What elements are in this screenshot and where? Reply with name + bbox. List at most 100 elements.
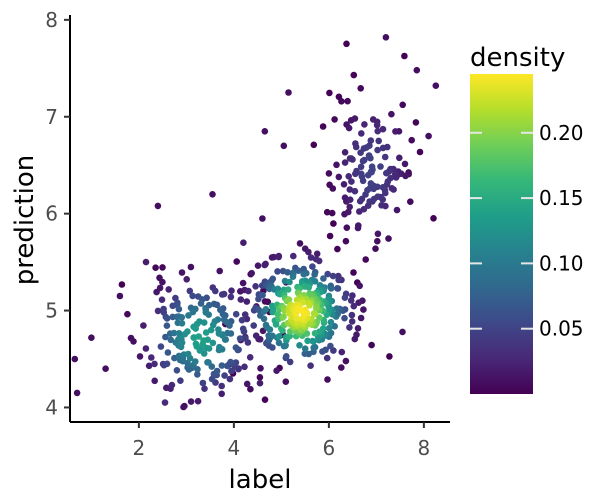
- data-point: [340, 181, 348, 188]
- data-point: [256, 374, 264, 381]
- data-point: [241, 311, 249, 318]
- data-point: [200, 337, 207, 344]
- axes-layer: [69, 15, 450, 423]
- data-point: [346, 186, 354, 193]
- data-point: [218, 291, 226, 298]
- data-point: [351, 187, 359, 195]
- data-point: [192, 340, 200, 348]
- data-point: [348, 178, 355, 185]
- data-point: [252, 283, 259, 290]
- data-point: [348, 311, 356, 319]
- data-point: [232, 310, 240, 318]
- x-tick-label: 8: [418, 436, 431, 460]
- data-point: [151, 377, 158, 385]
- data-point: [242, 335, 249, 342]
- data-point: [349, 156, 356, 163]
- data-point: [183, 276, 190, 283]
- data-point: [310, 310, 318, 317]
- data-point: [396, 154, 403, 162]
- data-point: [355, 299, 362, 307]
- data-point: [290, 252, 297, 260]
- data-point: [212, 287, 219, 295]
- data-point: [296, 342, 303, 349]
- data-point: [163, 315, 171, 322]
- data-point: [375, 137, 383, 145]
- data-point: [311, 330, 319, 337]
- data-point: [373, 121, 381, 129]
- data-point: [71, 355, 79, 363]
- data-point: [266, 326, 274, 333]
- data-point: [343, 40, 350, 48]
- data-point: [385, 235, 392, 242]
- data-point: [218, 390, 225, 398]
- data-point: [313, 250, 321, 258]
- data-point: [276, 333, 283, 340]
- data-point: [157, 343, 165, 350]
- data-point: [194, 371, 201, 378]
- data-point: [227, 293, 235, 301]
- legend-title: density: [470, 43, 565, 73]
- data-point: [286, 358, 294, 366]
- data-point: [161, 399, 169, 406]
- data-point: [356, 282, 364, 290]
- data-point: [181, 402, 188, 410]
- data-point: [319, 348, 326, 355]
- data-point: [209, 339, 217, 347]
- data-point: [362, 256, 370, 263]
- data-point: [344, 97, 351, 105]
- data-point: [254, 262, 262, 270]
- data-point: [341, 314, 348, 322]
- data-point: [186, 287, 194, 295]
- data-point: [298, 307, 305, 314]
- data-point: [309, 337, 316, 345]
- data-point: [154, 307, 162, 315]
- data-point: [353, 331, 360, 339]
- data-point: [345, 173, 353, 180]
- data-point: [224, 362, 231, 370]
- data-point: [347, 297, 355, 304]
- data-point: [282, 378, 290, 386]
- data-point: [232, 344, 240, 351]
- data-point: [401, 52, 408, 60]
- data-point: [399, 328, 406, 336]
- data-point: [259, 215, 266, 222]
- data-point: [401, 160, 409, 168]
- colorbar-tick-label: 0.05: [539, 317, 584, 341]
- colorbar-tick-label: 0.15: [539, 186, 584, 210]
- y-axis-title: prediction: [10, 155, 40, 285]
- y-tick-label: 4: [45, 395, 58, 419]
- data-point: [342, 357, 350, 365]
- data-point: [329, 185, 337, 192]
- data-point: [305, 248, 312, 256]
- data-point: [303, 330, 311, 337]
- colorbar-tick-label: 0.10: [539, 251, 584, 275]
- data-point: [130, 338, 137, 345]
- data-point: [215, 330, 223, 337]
- data-point: [167, 336, 175, 344]
- data-point: [158, 296, 166, 304]
- data-point: [359, 177, 367, 185]
- data-point: [233, 258, 240, 265]
- data-point: [408, 136, 416, 144]
- data-point: [309, 263, 316, 270]
- data-point: [345, 208, 352, 216]
- data-point: [243, 298, 251, 305]
- data-point: [367, 137, 375, 144]
- data-point: [377, 163, 384, 170]
- data-point: [192, 325, 199, 332]
- data-point: [283, 353, 290, 360]
- data-point: [270, 253, 278, 261]
- data-point: [341, 149, 349, 156]
- data-point: [315, 257, 323, 265]
- data-point: [255, 306, 262, 314]
- data-point: [319, 123, 327, 130]
- data-point: [284, 286, 292, 293]
- points-layer: [71, 34, 440, 411]
- data-point: [342, 237, 350, 245]
- data-point: [425, 132, 432, 140]
- data-point: [189, 292, 196, 300]
- data-point: [326, 89, 333, 97]
- data-point: [154, 202, 162, 210]
- data-point: [374, 237, 381, 245]
- data-point: [334, 285, 341, 292]
